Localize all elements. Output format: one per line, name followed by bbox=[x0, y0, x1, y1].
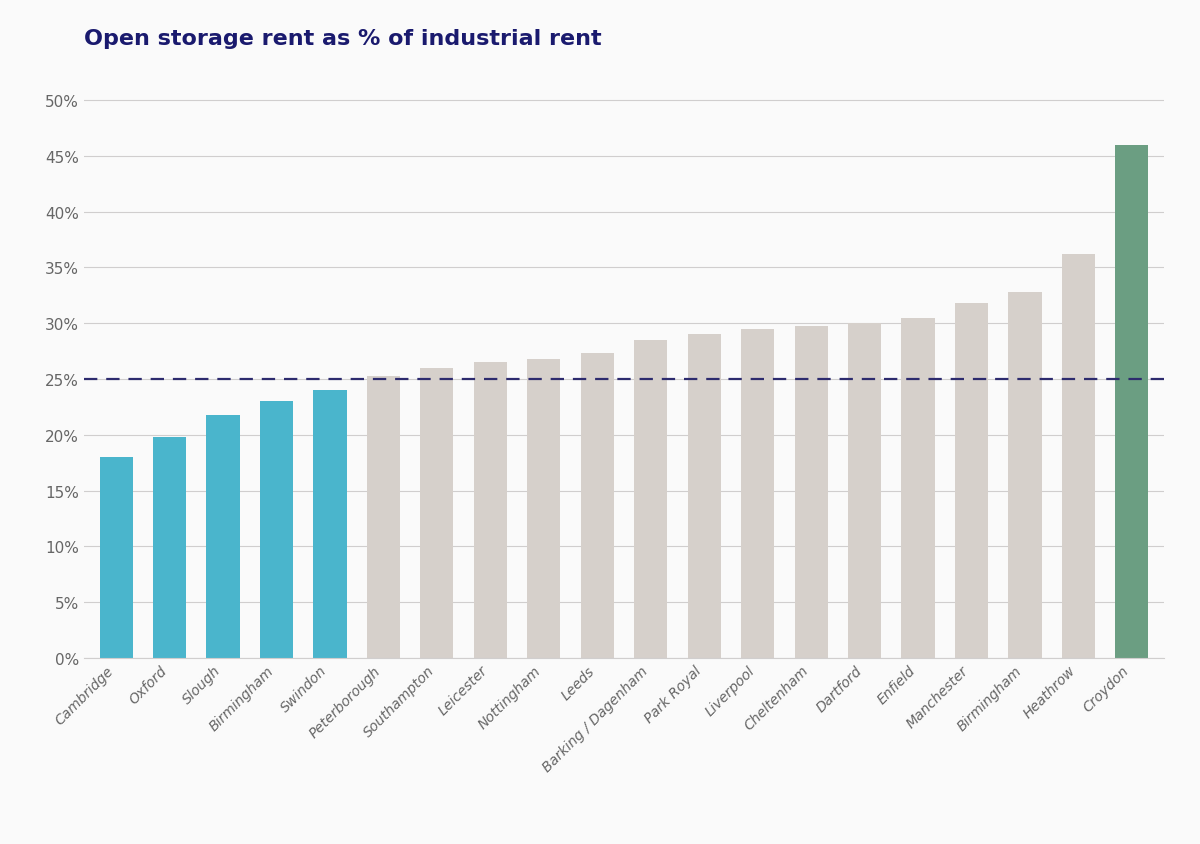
Bar bbox=[581, 354, 614, 658]
Bar bbox=[100, 457, 133, 658]
Bar bbox=[152, 437, 186, 658]
Bar bbox=[848, 324, 881, 658]
Bar bbox=[634, 341, 667, 658]
Bar bbox=[367, 376, 400, 658]
Bar bbox=[260, 402, 293, 658]
Bar bbox=[313, 391, 347, 658]
Bar bbox=[688, 335, 721, 658]
Text: Open storage rent as % of industrial rent: Open storage rent as % of industrial ren… bbox=[84, 30, 601, 49]
Bar bbox=[1062, 255, 1096, 658]
Bar bbox=[901, 318, 935, 658]
Bar bbox=[794, 326, 828, 658]
Bar bbox=[1008, 293, 1042, 658]
Bar bbox=[1115, 145, 1148, 658]
Bar bbox=[206, 415, 240, 658]
Bar bbox=[527, 360, 560, 658]
Bar bbox=[742, 329, 774, 658]
Bar bbox=[955, 304, 988, 658]
Bar bbox=[474, 363, 506, 658]
Bar bbox=[420, 369, 454, 658]
